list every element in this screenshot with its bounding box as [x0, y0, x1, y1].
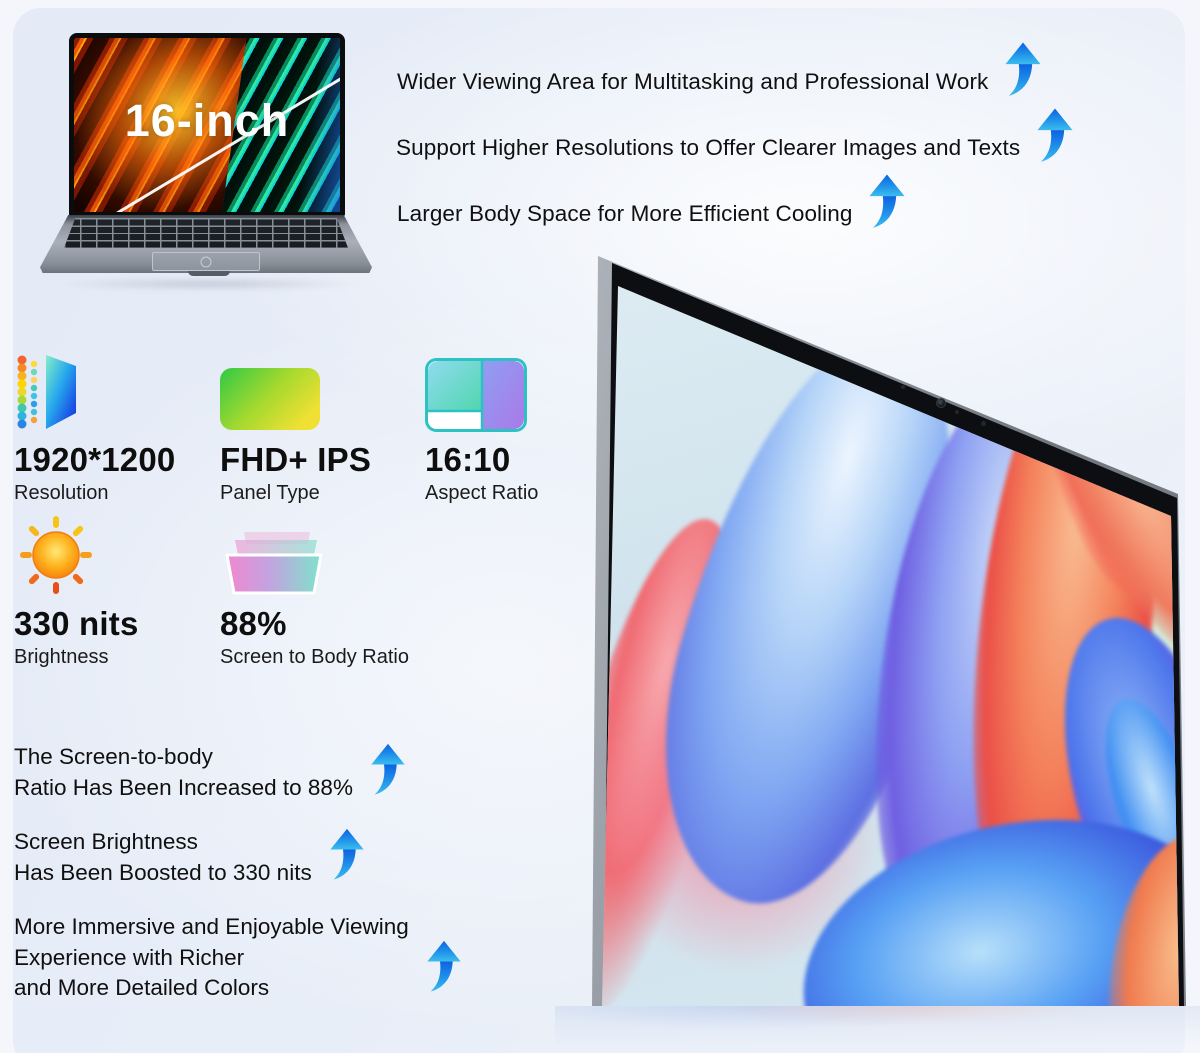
feature-top-1-text: Wider Viewing Area for Multitasking and …	[397, 69, 989, 94]
bezel-sensor-dot	[955, 410, 959, 414]
spec-value: FHD+ IPS	[220, 441, 372, 478]
spec-label: Resolution	[14, 482, 109, 504]
laptop-keyboard	[64, 218, 348, 248]
laptop-screen: 16-inch	[69, 33, 345, 217]
screen-body-ratio-icon	[225, 532, 323, 595]
spec-panel-type: FHD+ IPS Panel Type	[220, 350, 371, 505]
spec-label: Panel Type	[220, 482, 320, 504]
growth-arrow-icon	[1003, 40, 1043, 100]
resolution-icon	[17, 355, 76, 429]
feature-line: Experience with Richer	[14, 944, 245, 970]
screen-size-label: 16-inch	[124, 95, 290, 146]
spec-brightness: 330 nits Brightness	[14, 514, 139, 669]
spec-label: Aspect Ratio	[425, 482, 539, 504]
laptop-shadow	[48, 278, 366, 290]
laptop-lid-notch	[188, 271, 230, 276]
feature-top-3-text: Larger Body Space for More Efficient Coo…	[397, 201, 853, 226]
spec-value: 330 nits	[14, 605, 139, 642]
spec-resolution: 1920*1200 Resolution	[14, 350, 175, 505]
bezel-sensor-dot	[981, 421, 986, 426]
laptop-trackpad	[152, 252, 260, 271]
feature-top-2-text: Support Higher Resolutions to Offer Clea…	[396, 135, 1021, 160]
feature-line: The Screen-to-body	[14, 744, 213, 769]
bezel-sensor-dot	[901, 385, 905, 389]
feature-bottom-1: The Screen-to-body Ratio Has Been Increa…	[14, 742, 407, 803]
spec-label: Brightness	[14, 646, 109, 668]
feature-bottom-2: Screen Brightness Has Been Boosted to 33…	[14, 827, 366, 888]
webcam-icon	[936, 398, 946, 408]
laptop-wallpaper: 16-inch	[74, 38, 340, 212]
monitor-reflection	[555, 1006, 1200, 1053]
laptop-base	[40, 215, 372, 273]
growth-arrow-icon	[867, 172, 907, 232]
feature-line: and More Detailed Colors	[14, 975, 270, 1000]
spec-value: 88%	[220, 605, 287, 642]
panel-type-icon	[220, 368, 320, 430]
aspect-ratio-icon	[425, 358, 527, 432]
feature-line: Ratio Has Been Increased to 88%	[14, 774, 353, 800]
spec-value: 1920*1200	[14, 441, 176, 478]
feature-top-1: Wider Viewing Area for Multitasking and …	[397, 52, 1043, 112]
feature-line: Screen Brightness	[14, 829, 198, 854]
feature-bottom-3-text: More Immersive and Enjoyable Viewing Exp…	[14, 912, 409, 1004]
laptop-product-image: 16-inch	[40, 28, 372, 290]
monitor-closeup-image	[555, 246, 1200, 1006]
feature-line: Has Been Boosted to 330 nits	[14, 859, 312, 885]
growth-arrow-icon	[328, 826, 366, 884]
spec-screen-body-ratio: 88% Screen to Body Ratio	[220, 514, 409, 669]
spec-aspect-ratio: 16:10 Aspect Ratio	[425, 350, 538, 505]
feature-bottom-3: More Immersive and Enjoyable Viewing Exp…	[14, 912, 463, 1004]
monitor-wallpaper	[602, 286, 1179, 1006]
growth-arrow-icon	[369, 741, 407, 799]
growth-arrow-icon	[425, 938, 463, 996]
feature-top-2: Support Higher Resolutions to Offer Clea…	[396, 118, 1075, 178]
feature-bottom-1-text: The Screen-to-body Ratio Has Been Increa…	[14, 742, 353, 803]
spec-value: 16:10	[425, 441, 511, 478]
feature-bottom-2-text: Screen Brightness Has Been Boosted to 33…	[14, 827, 312, 888]
feature-line: More Immersive and Enjoyable Viewing	[14, 914, 409, 939]
spec-label: Screen to Body Ratio	[220, 646, 409, 668]
brightness-icon	[20, 516, 92, 594]
growth-arrow-icon	[1035, 106, 1075, 166]
feature-top-3: Larger Body Space for More Efficient Coo…	[397, 184, 907, 244]
